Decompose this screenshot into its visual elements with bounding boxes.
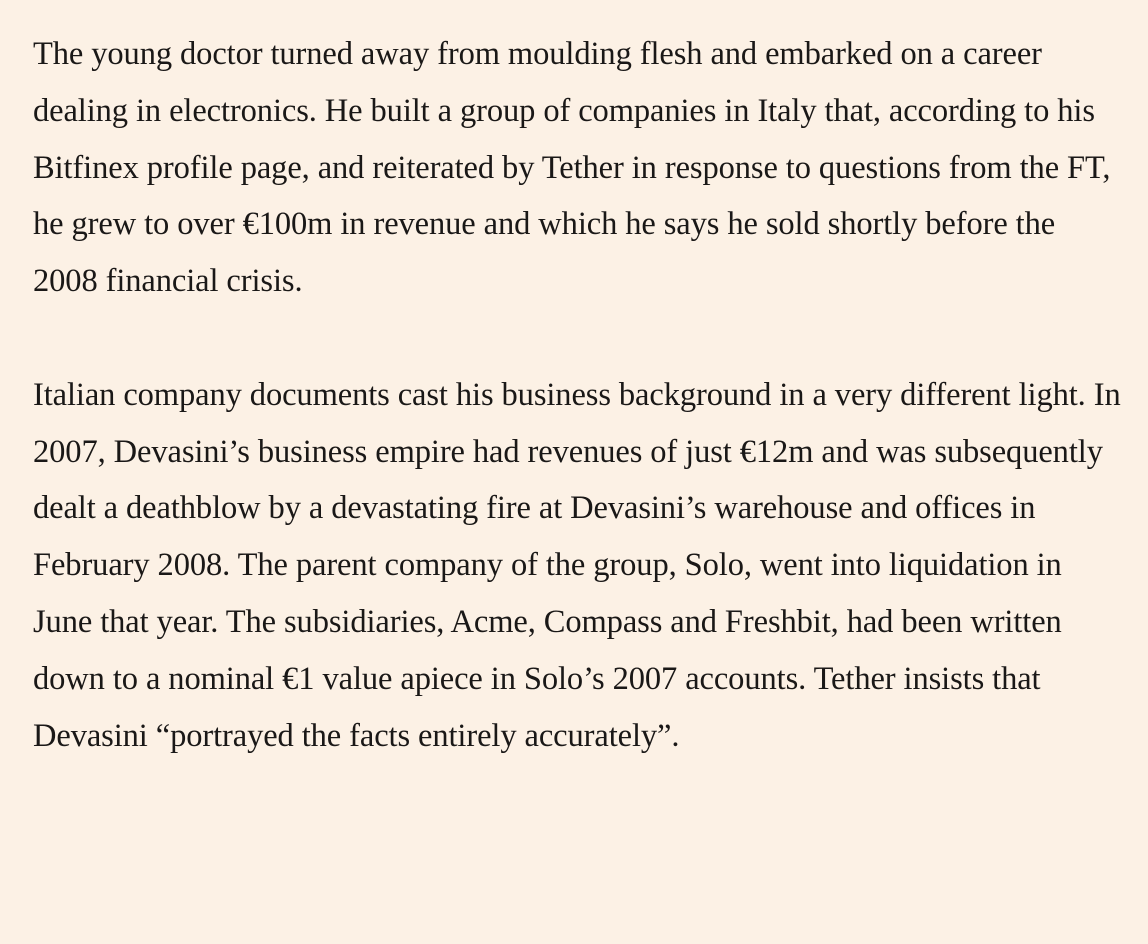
article-paragraph-2: Italian company documents cast his busin…: [33, 376, 1121, 754]
article-paragraph-1: The young doctor turned away from mouldi…: [33, 36, 1111, 300]
article-body: The young doctor turned away from mouldi…: [33, 26, 1123, 764]
